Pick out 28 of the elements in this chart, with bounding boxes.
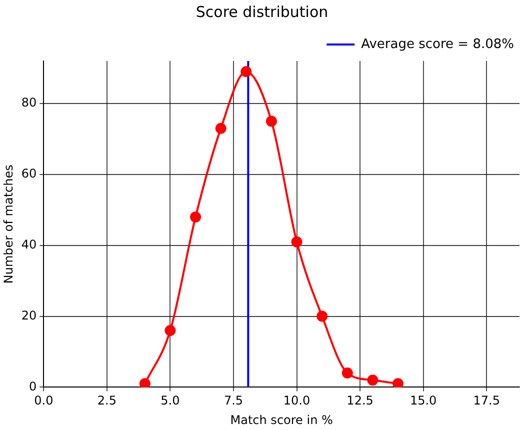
y-tick-label: 60 xyxy=(21,166,37,181)
y-tick-label: 0 xyxy=(29,379,37,394)
point xyxy=(266,116,277,127)
point xyxy=(392,378,404,388)
x-tick-label: 5.0 xyxy=(160,394,180,408)
y-tick-label: 80 xyxy=(21,96,37,110)
x-tick-label: 0.0 xyxy=(34,394,54,408)
x-tick-label: 17.5 xyxy=(473,394,500,408)
y-tick-label: 40 xyxy=(21,238,37,252)
point xyxy=(139,378,150,388)
point xyxy=(316,310,328,322)
point xyxy=(215,122,226,134)
x-axis-title: Match score in % xyxy=(230,412,333,427)
point xyxy=(367,374,378,386)
y-axis-title: Number of matches xyxy=(1,164,16,284)
x-tick-label: 15.0 xyxy=(410,394,437,408)
point xyxy=(164,324,176,336)
x-tick-label: 10.0 xyxy=(283,394,310,408)
x-tick-label: 12.5 xyxy=(346,394,374,408)
point xyxy=(342,368,353,379)
point xyxy=(190,212,202,223)
x-tick-label: 7.5 xyxy=(224,394,244,408)
y-tick-label: 20 xyxy=(21,308,37,322)
x-tick-label: 2.5 xyxy=(97,394,116,408)
point xyxy=(291,236,302,248)
point xyxy=(240,66,252,78)
chart-title: Score distribution xyxy=(196,2,328,21)
legend-label: Average score = 8.08% xyxy=(361,36,514,52)
